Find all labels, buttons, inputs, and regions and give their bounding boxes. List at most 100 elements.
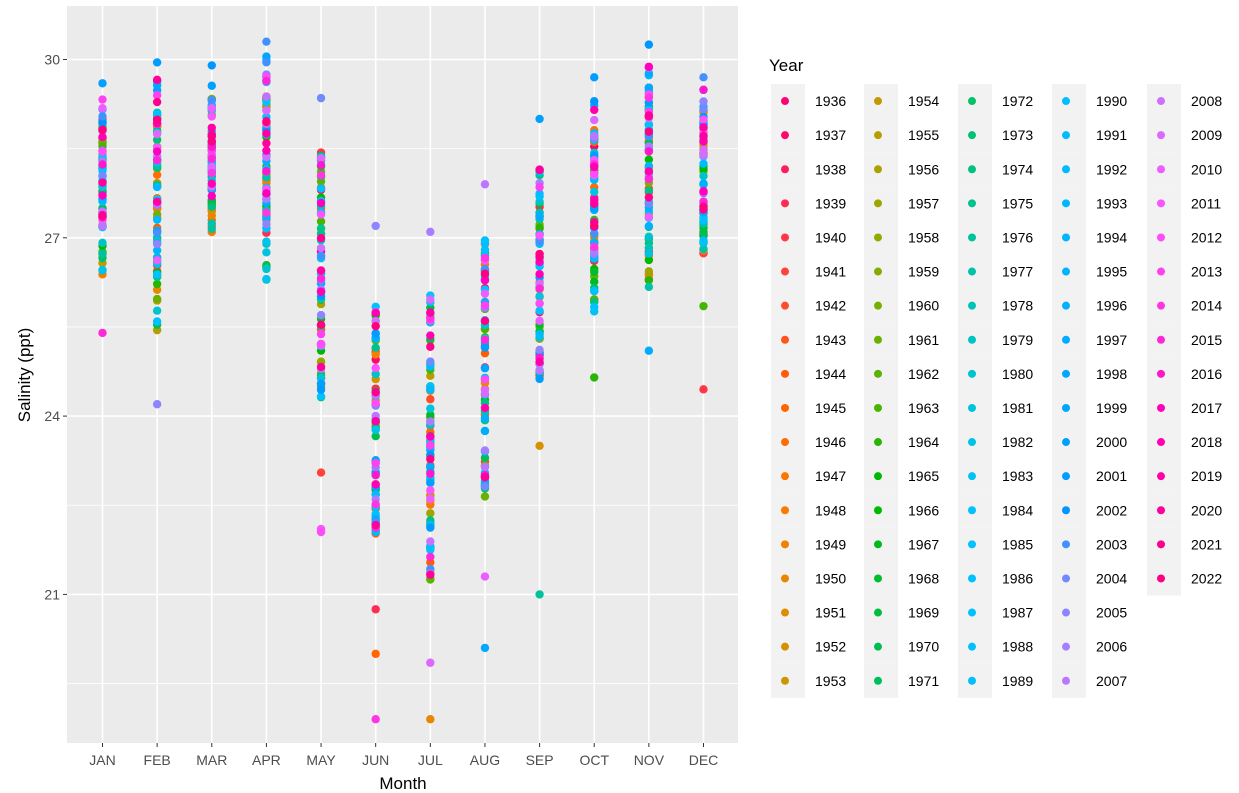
data-point <box>316 527 326 537</box>
data-point <box>152 170 162 180</box>
data-point <box>152 58 162 67</box>
data-point <box>152 115 162 124</box>
legend-swatch <box>968 676 976 685</box>
legend-swatch <box>1157 472 1165 481</box>
legend-label: 1958 <box>908 229 939 245</box>
legend-label: 2018 <box>1191 434 1222 450</box>
legend-label: 1981 <box>1002 400 1033 416</box>
data-point <box>152 294 162 304</box>
legend-swatch <box>1062 97 1070 106</box>
legend-swatch <box>1157 233 1165 242</box>
data-point <box>590 97 599 106</box>
data-point <box>590 229 599 238</box>
legend-label: 2019 <box>1191 468 1222 484</box>
y-tick-label: 30 <box>44 51 60 67</box>
legend-swatch <box>781 165 789 174</box>
legend-swatch <box>1062 642 1070 651</box>
data-point <box>535 237 544 246</box>
data-point <box>426 227 435 237</box>
legend-label: 1968 <box>908 570 939 586</box>
legend-swatch <box>781 642 789 651</box>
legend-swatch <box>874 403 882 412</box>
legend-label: 1986 <box>1002 570 1033 586</box>
data-point <box>426 570 435 579</box>
data-point <box>535 165 544 175</box>
legend-label: 1967 <box>908 536 939 552</box>
data-point <box>98 328 107 338</box>
data-point <box>371 458 380 468</box>
legend-label: 2012 <box>1191 229 1222 245</box>
x-tick-label: MAR <box>196 752 227 768</box>
x-tick-label: OCT <box>579 752 609 768</box>
legend-label: 1992 <box>1096 161 1127 177</box>
legend-label: 2020 <box>1191 502 1222 518</box>
data-point <box>152 246 162 255</box>
data-point <box>535 252 544 261</box>
legend-label: 1962 <box>908 366 939 382</box>
x-tick-label: SEP <box>526 752 554 768</box>
data-point <box>590 242 599 252</box>
legend-label: 1970 <box>908 639 939 655</box>
data-point <box>371 417 380 426</box>
data-point <box>590 169 599 178</box>
legend-swatch <box>968 472 976 481</box>
legend-label: 1987 <box>1002 605 1033 621</box>
legend-label: 1977 <box>1002 264 1033 280</box>
data-point <box>316 362 326 372</box>
legend-label: 1953 <box>815 673 846 689</box>
data-point <box>371 470 380 480</box>
data-point <box>426 308 435 317</box>
data-point <box>480 253 490 263</box>
legend-swatch <box>968 642 976 651</box>
legend-label: 1939 <box>815 195 846 211</box>
legend-label: 1973 <box>1002 127 1033 143</box>
legend-swatch <box>1062 608 1070 617</box>
data-point <box>152 256 162 265</box>
legend-swatch <box>874 676 882 685</box>
legend-label: 1966 <box>908 502 939 518</box>
legend-label: 1944 <box>815 366 846 382</box>
legend-swatch <box>968 438 976 447</box>
legend-label: 2003 <box>1096 536 1127 552</box>
legend-swatch <box>968 97 976 106</box>
legend-label: 2001 <box>1096 468 1127 484</box>
data-point <box>480 403 490 413</box>
data-point <box>699 301 708 311</box>
data-point <box>98 238 107 248</box>
legend-label: 1964 <box>908 434 939 450</box>
data-point <box>535 366 544 375</box>
data-point <box>371 399 380 408</box>
data-point <box>590 373 599 382</box>
legend-swatch <box>1157 267 1165 276</box>
legend-label: 1984 <box>1002 502 1033 518</box>
data-point <box>262 129 271 138</box>
y-axis-title: Salinity (ppt) <box>15 328 34 422</box>
data-point <box>590 286 599 296</box>
legend-swatch <box>781 335 789 344</box>
data-point <box>152 197 162 207</box>
data-point <box>535 590 544 599</box>
data-point <box>98 118 107 127</box>
data-point <box>426 509 435 518</box>
legend-swatch <box>968 267 976 276</box>
data-point <box>152 215 162 224</box>
legend-swatch <box>781 199 789 208</box>
data-point <box>262 274 271 284</box>
data-point <box>699 244 708 254</box>
data-point <box>535 306 544 315</box>
data-point <box>480 482 490 491</box>
data-point <box>480 492 490 501</box>
data-point <box>426 371 435 381</box>
data-point <box>699 236 708 245</box>
legend-swatch <box>874 642 882 651</box>
legend-label: 1940 <box>815 229 846 245</box>
data-point <box>590 73 599 82</box>
data-point <box>426 404 435 413</box>
data-point <box>480 375 490 384</box>
legend-label: 1972 <box>1002 93 1033 109</box>
data-point <box>262 52 271 61</box>
data-point <box>535 292 544 301</box>
legend-swatch <box>781 301 789 310</box>
legend-label: 1937 <box>815 127 846 143</box>
